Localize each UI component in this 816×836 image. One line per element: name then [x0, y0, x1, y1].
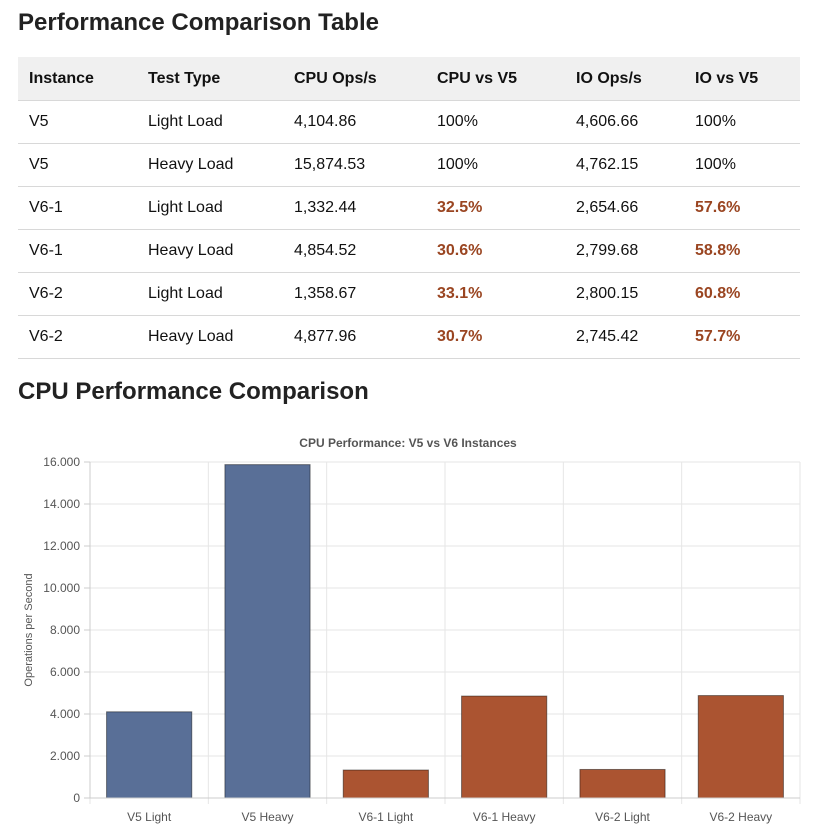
bar	[579, 768, 666, 799]
table-row: V6-2 Light Load 1,358.67 33.1% 2,800.15 …	[18, 272, 800, 316]
table-row: V5 Light Load 4,104.86 100% 4,606.66 100…	[18, 100, 800, 144]
table-cell: V6-1	[18, 229, 137, 273]
y-tick-label: 2.000	[50, 749, 80, 763]
table-cell: 100%	[426, 143, 565, 187]
table-cell-highlight: 30.7%	[426, 315, 565, 359]
table-cell-highlight: 30.6%	[426, 229, 565, 273]
column-header: Test Type	[137, 57, 283, 101]
table-cell: 2,799.68	[565, 229, 684, 273]
x-tick-label: V5 Light	[127, 810, 172, 824]
bar	[224, 464, 311, 799]
chart-title: CPU Performance: V5 vs V6 Instances	[299, 436, 517, 450]
x-tick-label: V6-1 Light	[358, 810, 413, 824]
bar	[461, 695, 548, 799]
table-cell: 4,854.52	[283, 229, 426, 273]
y-tick-label: 4.000	[50, 707, 80, 721]
table-cell: V5	[18, 143, 137, 187]
table-cell: 4,877.96	[283, 315, 426, 359]
table-cell: 4,606.66	[565, 100, 684, 144]
y-axis-label: Operations per Second	[23, 573, 35, 686]
table-cell: V6-2	[18, 272, 137, 316]
table-row: V5 Heavy Load 15,874.53 100% 4,762.15 10…	[18, 143, 800, 187]
y-tick-label: 16.000	[43, 455, 80, 469]
x-tick-label: V5 Heavy	[241, 810, 293, 824]
y-tick-label: 10.000	[43, 581, 80, 595]
bar	[697, 695, 784, 799]
table-header-row: Instance Test Type CPU Ops/s CPU vs V5 I…	[18, 57, 800, 101]
table-cell: Light Load	[137, 186, 283, 230]
column-header: CPU Ops/s	[283, 57, 426, 101]
table-cell: 100%	[426, 100, 565, 144]
table-cell-highlight: 60.8%	[684, 272, 800, 316]
table-cell-highlight: 33.1%	[426, 272, 565, 316]
x-tick-label: V6-1 Heavy	[473, 810, 536, 824]
table-cell: V6-1	[18, 186, 137, 230]
y-tick-label: 8.000	[50, 623, 80, 637]
column-header: IO vs V5	[684, 57, 800, 101]
chart-heading: CPU Performance Comparison	[18, 378, 369, 405]
table-cell: 2,745.42	[565, 315, 684, 359]
y-tick-label: 14.000	[43, 497, 80, 511]
table-cell: Heavy Load	[137, 315, 283, 359]
x-tick-label: V6-2 Light	[595, 810, 650, 824]
table-cell: V5	[18, 100, 137, 144]
column-header: Instance	[18, 57, 137, 101]
x-tick-label: V6-2 Heavy	[709, 810, 772, 824]
bars	[106, 464, 784, 799]
y-tick-label: 0	[73, 791, 80, 805]
table-row: V6-1 Light Load 1,332.44 32.5% 2,654.66 …	[18, 186, 800, 230]
y-tick-label: 12.000	[43, 539, 80, 553]
column-header: IO Ops/s	[565, 57, 684, 101]
table-cell: Light Load	[137, 100, 283, 144]
performance-table: Instance Test Type CPU Ops/s CPU vs V5 I…	[18, 57, 800, 359]
table-cell: 100%	[684, 143, 800, 187]
y-tick-label: 6.000	[50, 665, 80, 679]
table-cell: Light Load	[137, 272, 283, 316]
table-cell: Heavy Load	[137, 229, 283, 273]
chart-container: CPU Performance: V5 vs V6 Instances Oper…	[18, 428, 808, 828]
table-heading: Performance Comparison Table	[18, 9, 379, 36]
table-cell: 4,104.86	[283, 100, 426, 144]
bar	[106, 711, 193, 799]
table-cell-highlight: 58.8%	[684, 229, 800, 273]
table-cell: 2,654.66	[565, 186, 684, 230]
table-cell: 4,762.15	[565, 143, 684, 187]
table-row: V6-2 Heavy Load 4,877.96 30.7% 2,745.42 …	[18, 315, 800, 359]
table-cell-highlight: 57.7%	[684, 315, 800, 359]
table-cell: 1,358.67	[283, 272, 426, 316]
column-header: CPU vs V5	[426, 57, 565, 101]
table-cell-highlight: 32.5%	[426, 186, 565, 230]
grid	[89, 461, 801, 804]
table-row: V6-1 Heavy Load 4,854.52 30.6% 2,799.68 …	[18, 229, 800, 273]
bar-chart: CPU Performance: V5 vs V6 Instances Oper…	[23, 436, 801, 824]
table-cell-highlight: 57.6%	[684, 186, 800, 230]
table-cell: 1,332.44	[283, 186, 426, 230]
bar	[342, 769, 429, 799]
axes: 0 2.000 4.000 6.000 8.000 10.000 12.000 14.000 1…	[43, 455, 800, 824]
table-cell: V6-2	[18, 315, 137, 359]
table-cell: 100%	[684, 100, 800, 144]
table-cell: 2,800.15	[565, 272, 684, 316]
table-cell: 15,874.53	[283, 143, 426, 187]
table-cell: Heavy Load	[137, 143, 283, 187]
